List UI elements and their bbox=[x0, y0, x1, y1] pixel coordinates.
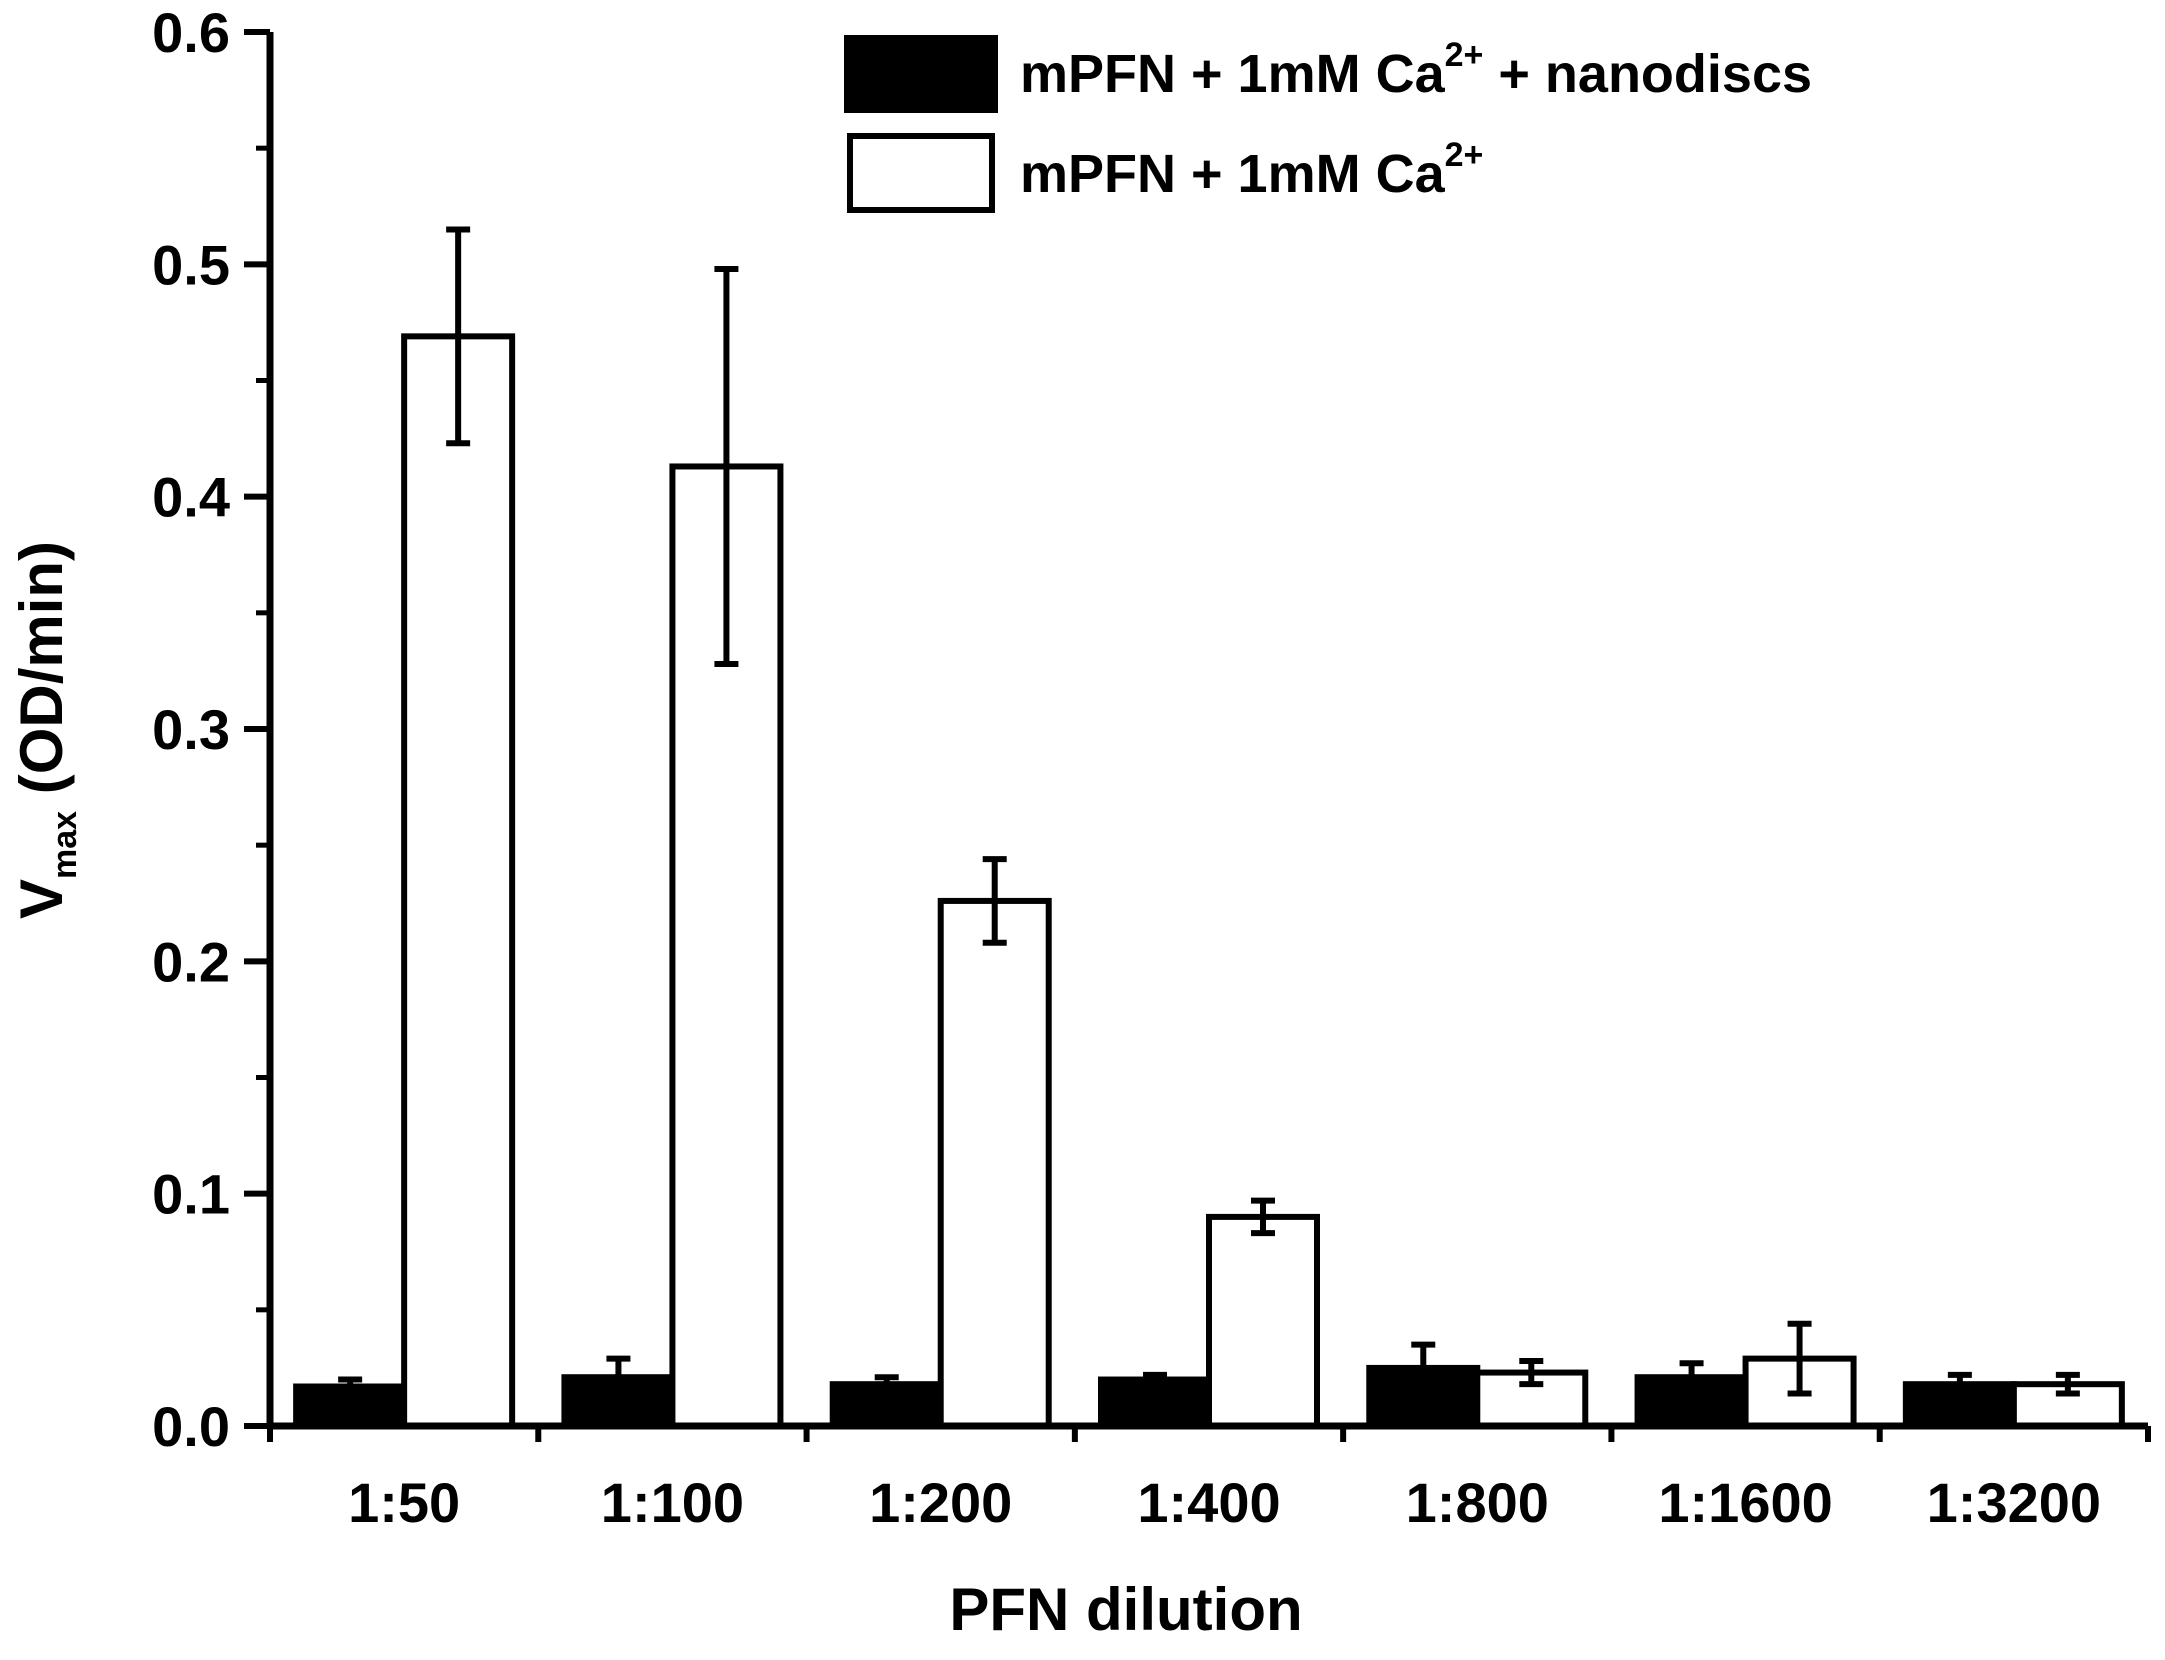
y-tick-label: 0.3 bbox=[152, 698, 230, 761]
y-axis-title-main: V bbox=[8, 879, 75, 919]
x-tick-label: 1:800 bbox=[1406, 1471, 1549, 1534]
legend: mPFN + 1mM Ca2+ + nanodiscs mPFN + 1mM C… bbox=[844, 35, 1812, 213]
y-tick-label: 0.1 bbox=[152, 1163, 230, 1226]
x-tick-label: 1:200 bbox=[869, 1471, 1012, 1534]
legend-label-no-nanodiscs: mPFN + 1mM Ca2+ bbox=[1020, 136, 1483, 204]
legend-label-nanodiscs-text: mPFN + 1mM Ca bbox=[1020, 44, 1446, 104]
bars-layer bbox=[293, 333, 2125, 1430]
legend-swatch-no-nanodiscs bbox=[847, 133, 995, 213]
bar-no-nanodiscs bbox=[937, 897, 1052, 1429]
y-tick-label: 0.5 bbox=[152, 233, 230, 296]
y-axis-title: Vmax (OD/min) bbox=[8, 541, 84, 919]
y-axis-title-subscript: max bbox=[46, 811, 84, 879]
x-tick-label: 1:400 bbox=[1137, 1471, 1280, 1534]
bar-no-nanodiscs bbox=[1206, 1213, 1320, 1430]
y-tick-label: 0.6 bbox=[152, 1, 230, 64]
y-tick-label: 0.4 bbox=[152, 466, 230, 529]
legend-label-nanodiscs: mPFN + 1mM Ca2+ + nanodiscs bbox=[1020, 36, 1812, 104]
x-axis-title: PFN dilution bbox=[949, 1576, 1302, 1643]
y-axis-title-unit: (OD/min) bbox=[8, 541, 75, 811]
x-tick-label: 1:100 bbox=[601, 1471, 744, 1534]
x-tick-label: 1:3200 bbox=[1927, 1471, 2101, 1534]
y-tick-label: 0.2 bbox=[152, 930, 230, 993]
legend-label-nanodiscs-suffix: + nanodiscs bbox=[1483, 44, 1812, 104]
x-tick-label: 1:1600 bbox=[1658, 1471, 1832, 1534]
legend-label-no-nanodiscs-sup: 2+ bbox=[1445, 136, 1484, 174]
legend-label-nanodiscs-sup: 2+ bbox=[1445, 36, 1484, 74]
y-tick-label: 0.0 bbox=[152, 1395, 230, 1458]
error-bars-layer bbox=[338, 226, 2080, 1399]
legend-swatch-nanodiscs bbox=[844, 35, 998, 113]
legend-label-no-nanodiscs-text: mPFN + 1mM Ca bbox=[1020, 144, 1446, 204]
x-tick-label: 1:50 bbox=[348, 1471, 460, 1534]
bar-no-nanodiscs bbox=[401, 333, 516, 1429]
ticks-layer: 0.0 0.1 0.2 0.3 0.4 0.5 0.6 1:50 1:100 1:200 1:400… bbox=[152, 1, 2151, 1534]
